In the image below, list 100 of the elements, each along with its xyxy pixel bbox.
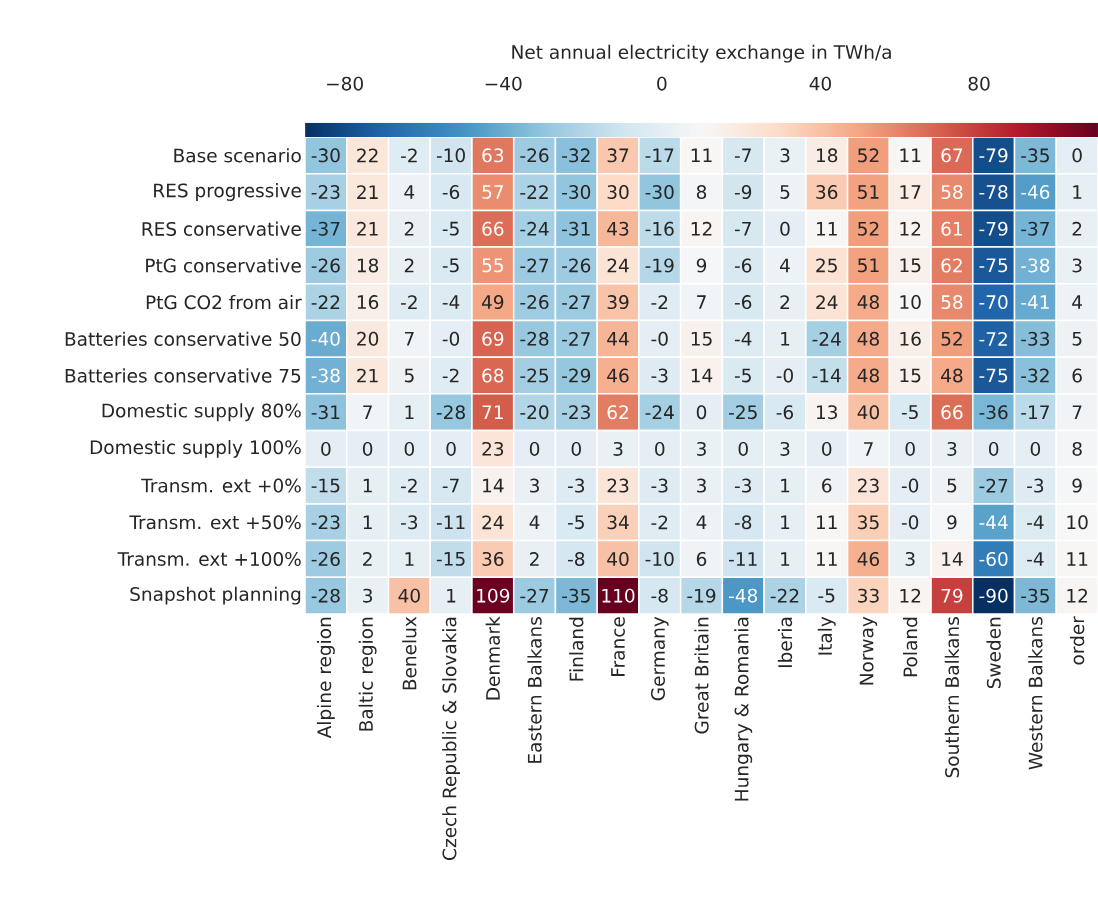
x-tick-label: Czech Republic & Slovakia (442, 617, 461, 860)
data-label: -30 (645, 185, 674, 200)
data-label: -35 (562, 588, 590, 603)
data-label: -3 (651, 368, 668, 383)
data-label: 22 (357, 148, 378, 163)
data-label: 25 (816, 258, 837, 273)
data-label: -28 (436, 405, 465, 420)
color-bar-label: 80 (968, 76, 990, 91)
data-label: 3 (947, 441, 957, 456)
data-label: 0 (738, 441, 748, 456)
data-label: -3 (651, 478, 668, 493)
data-label: 0 (529, 441, 540, 456)
data-label: 7 (1072, 405, 1082, 419)
data-label: 43 (607, 221, 629, 236)
data-label: -19 (645, 258, 674, 273)
data-label: 66 (482, 221, 504, 236)
data-label: 3 (613, 441, 623, 456)
data-label: 62 (607, 405, 628, 420)
data-label: -33 (1021, 331, 1050, 346)
data-label: -26 (520, 295, 549, 310)
data-label: 24 (816, 295, 838, 309)
data-label: -31 (311, 405, 340, 420)
data-label: 109 (477, 588, 510, 603)
data-label: 2 (780, 295, 790, 309)
data-label: 57 (482, 185, 503, 199)
data-label: -79 (979, 221, 1008, 236)
data-label: -4 (734, 332, 752, 346)
data-label: 11 (1067, 552, 1088, 566)
data-label: -5 (734, 368, 751, 383)
data-label: 48 (857, 295, 879, 310)
data-label: 15 (900, 258, 921, 273)
data-label: -38 (311, 368, 340, 383)
data-label: -32 (562, 148, 590, 163)
data-label: -31 (562, 221, 590, 236)
data-label: 110 (602, 588, 635, 603)
data-label: 62 (941, 258, 962, 273)
data-label: 17 (900, 185, 921, 199)
data-label: -5 (901, 405, 918, 420)
data-label: -14 (812, 368, 841, 383)
data-label: 52 (941, 331, 962, 346)
data-label: -25 (520, 368, 549, 383)
x-tick-label: Poland (903, 617, 918, 677)
data-label: -27 (562, 295, 590, 309)
x-tick-label: Sweden (986, 617, 1001, 689)
x-tick-label: France (611, 617, 625, 676)
data-label: -26 (520, 148, 549, 163)
data-label: 1 (363, 478, 372, 493)
data-label: 39 (607, 295, 629, 310)
data-label: -24 (520, 221, 549, 236)
data-label: -26 (311, 551, 340, 566)
data-label: -0 (901, 478, 919, 493)
data-label: 2 (404, 258, 414, 273)
data-label: 36 (482, 551, 504, 566)
data-label: -75 (979, 368, 1008, 383)
data-label: 3 (530, 478, 539, 493)
data-label: -20 (520, 405, 549, 420)
data-label: -19 (687, 588, 716, 603)
data-label: 9 (1072, 478, 1082, 493)
data-label: 24 (482, 515, 504, 530)
data-label: 1 (781, 515, 790, 530)
data-label: -9 (734, 185, 752, 200)
data-label: 0 (1030, 441, 1041, 456)
x-tick-label: Italy (817, 616, 836, 655)
data-label: 12 (691, 221, 712, 236)
data-label: -8 (651, 588, 668, 603)
data-label: 0 (571, 441, 581, 456)
data-label: 3 (780, 441, 790, 456)
data-label: 36 (816, 185, 838, 200)
data-label: 16 (900, 331, 921, 346)
data-label: -8 (567, 551, 585, 566)
data-label: -5 (567, 515, 584, 530)
data-label: 35 (858, 515, 879, 530)
data-label: 69 (482, 331, 504, 346)
data-label: 1 (405, 552, 414, 566)
data-label: 11 (816, 552, 837, 566)
data-label: 40 (398, 588, 420, 603)
data-label: 1 (781, 478, 790, 493)
data-label: 67 (941, 148, 963, 163)
data-label: -41 (1021, 295, 1049, 309)
data-label: 1 (363, 515, 372, 530)
data-label: -8 (734, 515, 752, 530)
x-tick-label: Denmark (485, 616, 500, 700)
y-tick-label: Base scenario (174, 148, 301, 163)
y-tick-label: PtG conservative (146, 258, 301, 273)
data-label: -0 (776, 368, 793, 383)
data-label: 58 (941, 185, 963, 200)
data-label: 18 (357, 258, 379, 273)
x-tick-label: Hungary & Romania (734, 617, 753, 801)
y-tick-label: Batteries conservative 75 (65, 368, 301, 383)
data-label: -15 (436, 552, 465, 566)
data-label: -27 (520, 588, 549, 603)
data-label: 48 (857, 368, 879, 383)
data-label: -4 (1027, 552, 1044, 566)
data-label: 18 (816, 148, 838, 163)
data-label: 12 (900, 221, 921, 236)
data-label: -70 (979, 295, 1008, 310)
data-label: 33 (858, 588, 879, 603)
x-tick-label: Benelux (402, 616, 417, 690)
data-label: -3 (401, 515, 418, 530)
data-label: 48 (857, 331, 879, 346)
